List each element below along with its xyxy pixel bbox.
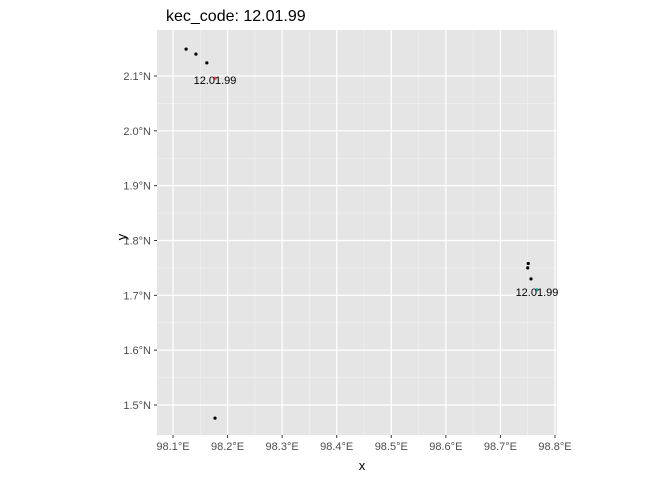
data-point <box>526 261 530 266</box>
data-point <box>194 52 198 56</box>
point-label: 12.01.99 <box>516 287 559 299</box>
data-point <box>526 266 530 270</box>
y-tick-label: 1.9°N <box>123 181 151 193</box>
y-tick-label: 1.5°N <box>123 400 151 412</box>
x-tick-label: 98.5°E <box>375 441 408 453</box>
data-point <box>213 416 217 420</box>
data-point <box>535 288 539 292</box>
x-tick-label: 98.1°E <box>156 441 189 453</box>
data-point <box>184 47 188 51</box>
y-tick-label: 1.8°N <box>123 235 151 247</box>
y-axis-label: y <box>114 233 129 240</box>
y-tick-label: 1.7°N <box>123 290 151 302</box>
x-axis-label: x <box>359 458 366 473</box>
point-label: 12.01.99 <box>194 75 237 87</box>
x-tick-label: 98.3°E <box>266 441 299 453</box>
y-tick-label: 1.6°N <box>123 345 151 357</box>
plot-panel <box>157 30 557 435</box>
x-tick-label: 98.6°E <box>429 441 462 453</box>
y-tick-label: 2.0°N <box>123 126 151 138</box>
x-tick-label: 98.7°E <box>484 441 517 453</box>
x-tick-label: 98.8°E <box>538 441 571 453</box>
x-tick-label: 98.2°E <box>211 441 244 453</box>
y-tick-label: 2.1°N <box>123 71 151 83</box>
data-point <box>213 76 217 80</box>
chart-title: kec_code: 12.01.99 <box>166 8 306 25</box>
x-tick-label: 98.4°E <box>320 441 353 453</box>
data-point <box>205 61 209 65</box>
data-point <box>529 277 533 281</box>
